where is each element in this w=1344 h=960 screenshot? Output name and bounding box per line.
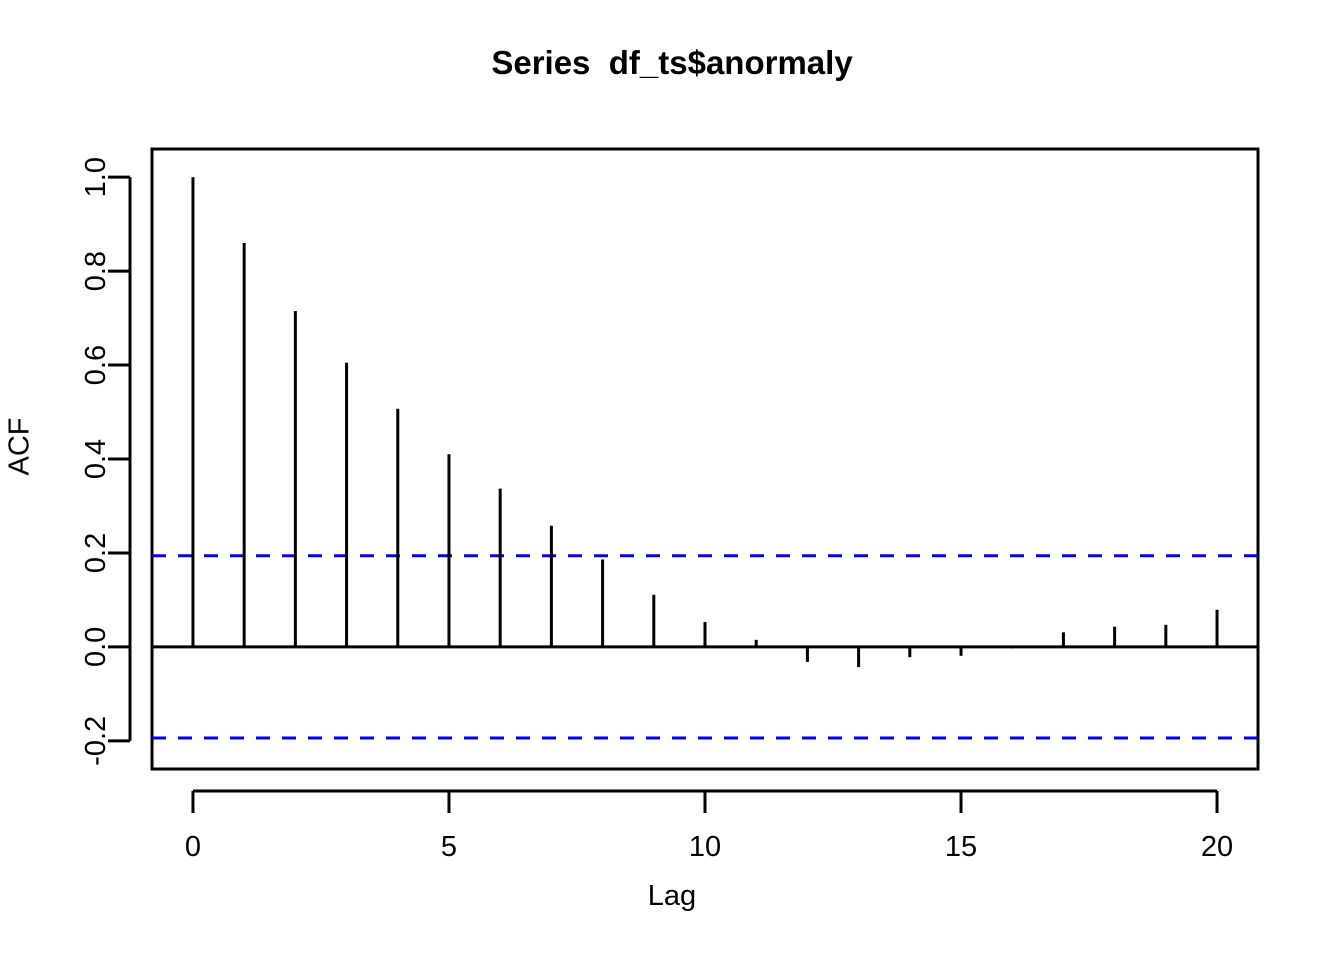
y-axis: 1.0 0.8 0.6 0.4 0.2 0.0 -0.2 <box>80 157 132 766</box>
x-tick-label-0: 0 <box>185 831 201 863</box>
x-tick-label-2: 10 <box>689 831 721 863</box>
y-tick-label-2: 0.6 <box>80 345 112 385</box>
x-axis: 0 5 10 15 20 <box>185 789 1233 863</box>
y-tick-label-3: 0.4 <box>80 439 112 479</box>
y-tick-label-5: 0.0 <box>80 627 112 667</box>
x-tick-label-4: 20 <box>1201 831 1233 863</box>
x-axis-title: Lag <box>647 880 697 912</box>
y-tick-label-6: -0.2 <box>80 716 112 766</box>
acf-bars <box>191 177 1219 668</box>
plot-frame <box>150 147 1260 771</box>
page-title: Series df_ts$anormaly <box>491 44 853 81</box>
y-tick-label-0: 1.0 <box>80 157 112 197</box>
y-tick-label-1: 0.8 <box>80 251 112 291</box>
confidence-band-lines <box>152 554 1258 740</box>
y-tick-label-4: 0.2 <box>80 533 112 573</box>
x-tick-label-3: 15 <box>945 831 977 863</box>
x-tick-label-1: 5 <box>441 831 457 863</box>
plot-border <box>150 147 1260 771</box>
